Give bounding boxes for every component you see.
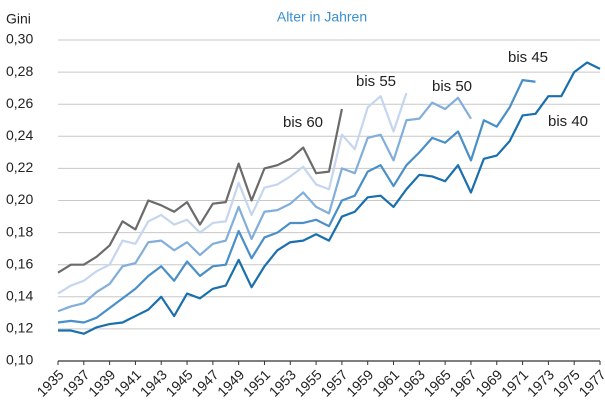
y-tick-label: 0,28: [6, 63, 33, 79]
x-tick-label: 1939: [85, 366, 118, 399]
y-tick-label: 0,10: [6, 352, 33, 368]
x-tick-label: 1977: [575, 366, 605, 399]
y-tick-label: 0,16: [6, 255, 33, 271]
x-tick-label: 1973: [524, 366, 557, 399]
y-tick-label: 0,24: [6, 127, 33, 143]
line-series: [57, 96, 472, 313]
x-tick-label: 1963: [395, 366, 428, 399]
x-tick-label: 1943: [137, 366, 170, 399]
series-label: bis 55: [356, 73, 396, 90]
x-tick-label: 1957: [317, 366, 350, 399]
x-tick-label: 1949: [214, 366, 247, 399]
y-tick-label: 0,20: [6, 191, 33, 207]
x-tick-label: 1937: [59, 366, 92, 399]
y-tick-label: 0,26: [6, 95, 33, 111]
y-tick-label: 0,30: [6, 31, 33, 47]
x-tick-label: 1947: [188, 366, 221, 399]
x-tick-label: 1975: [550, 366, 583, 399]
x-tick-label: 1971: [498, 366, 531, 399]
y-tick-label: 0,12: [6, 320, 33, 336]
series-label: bis 50: [432, 78, 472, 95]
x-tick-label: 1941: [111, 366, 144, 399]
y-tick-label: 0,18: [6, 223, 33, 239]
line-series: [57, 79, 536, 324]
series-label: bis 40: [548, 113, 588, 130]
chart-title: Alter in Jahren: [277, 9, 367, 25]
x-tick-label: 1959: [343, 366, 376, 399]
x-tick-label: 1945: [162, 366, 195, 399]
y-tick-label: 0,14: [6, 288, 33, 304]
x-tick-label: 1967: [446, 366, 479, 399]
series-label: bis 45: [508, 49, 548, 66]
y-axis-label: Gini: [6, 11, 31, 27]
line-series: [57, 108, 343, 274]
series-label: bis 60: [283, 114, 323, 131]
x-tick-label: 1969: [472, 366, 505, 399]
x-tick-label: 1935: [33, 366, 66, 399]
line-series: [58, 61, 601, 335]
y-tick-label: 0,22: [6, 159, 33, 175]
x-tick-label: 1951: [240, 366, 273, 399]
x-tick-label: 1953: [266, 366, 299, 399]
x-tick-label: 1965: [421, 366, 454, 399]
line-series: [57, 92, 408, 295]
x-tick-label: 1961: [369, 366, 402, 399]
x-tick-label: 1955: [291, 366, 324, 399]
